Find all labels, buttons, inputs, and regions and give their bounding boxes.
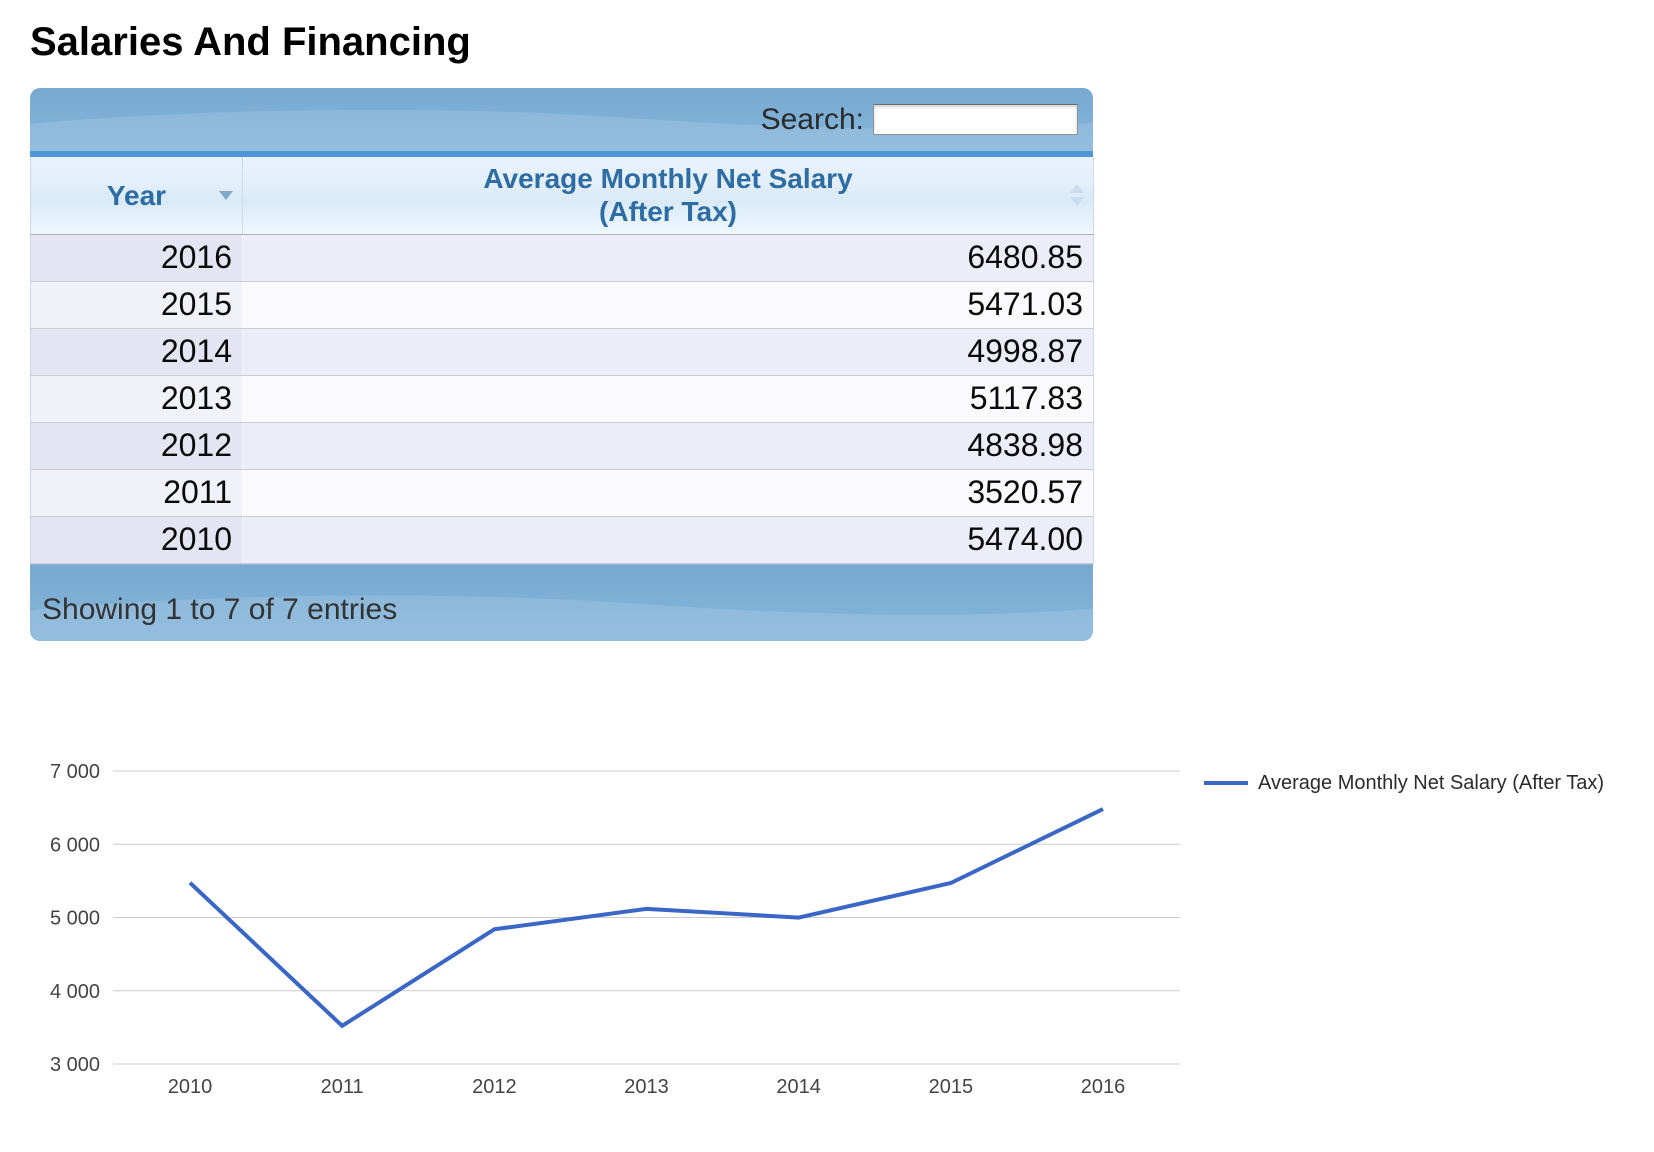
- column-header-salary[interactable]: Average Monthly Net Salary (After Tax): [242, 157, 1094, 235]
- x-axis-label: 2013: [624, 1076, 669, 1098]
- column-header-year-label: Year: [106, 179, 167, 211]
- table-row: 2011 3520.57: [30, 469, 1094, 517]
- sort-descending-icon: [219, 191, 233, 201]
- year-cell: 2014: [30, 328, 243, 376]
- x-axis-label: 2016: [1081, 1076, 1126, 1098]
- x-axis-label: 2012: [472, 1076, 517, 1098]
- toolbar-accent-strip: [30, 151, 1093, 157]
- salary-table-widget: Search: Year Average Monthly Net Salary …: [30, 88, 1094, 641]
- search-label: Search:: [760, 102, 864, 136]
- x-axis-label: 2011: [321, 1076, 364, 1098]
- sort-unsorted-icon: [1070, 184, 1084, 207]
- column-header-salary-line2: (After Tax): [599, 196, 737, 228]
- y-axis-label: 7 000: [50, 761, 100, 783]
- salary-cell: 5471.03: [242, 281, 1094, 329]
- y-axis-label: 6 000: [50, 834, 100, 856]
- search-input[interactable]: [873, 104, 1078, 135]
- column-header-salary-line1: Average Monthly Net Salary: [483, 163, 853, 195]
- salary-cell: 6480.85: [242, 234, 1094, 282]
- salary-cell: 5474.00: [242, 516, 1094, 564]
- table-info-text: Showing 1 to 7 of 7 entries: [42, 592, 398, 626]
- year-cell: 2011: [30, 469, 243, 517]
- table-row: 2015 5471.03: [30, 281, 1094, 329]
- year-cell: 2010: [30, 516, 243, 564]
- table-row: 2014 4998.87: [30, 328, 1094, 376]
- salary-cell: 3520.57: [242, 469, 1094, 517]
- y-axis-label: 5 000: [50, 907, 100, 929]
- salary-cell: 4838.98: [242, 422, 1094, 470]
- salary-table: Year Average Monthly Net Salary (After T…: [30, 157, 1094, 564]
- table-row: 2013 5117.83: [30, 375, 1094, 423]
- table-row: 2016 6480.85: [30, 234, 1094, 282]
- table-footer: Showing 1 to 7 of 7 entries: [30, 563, 1093, 641]
- chart-legend: Average Monthly Net Salary (After Tax): [1204, 706, 1604, 795]
- year-cell: 2015: [30, 281, 243, 329]
- salary-chart: 3 000 4 000 5 000 6 000 7 000 2010 2011 2012 201…: [30, 706, 1654, 1111]
- column-header-year[interactable]: Year: [30, 157, 243, 235]
- y-axis-label: 4 000: [50, 980, 100, 1002]
- table-toolbar: Search:: [30, 88, 1093, 151]
- legend-line-swatch: [1204, 781, 1248, 785]
- table-body: 2016 6480.85 2015 5471.03 2014 4998.87 2013 511…: [30, 234, 1094, 564]
- year-cell: 2016: [30, 234, 243, 282]
- table-row: 2010 5474.00: [30, 516, 1094, 564]
- salary-cell: 5117.83: [242, 375, 1094, 423]
- x-axis-label: 2015: [929, 1076, 974, 1098]
- year-cell: 2013: [30, 375, 243, 423]
- x-axis-label: 2010: [168, 1076, 213, 1098]
- y-axis-label: 3 000: [50, 1054, 100, 1076]
- salary-line-series: [188, 806, 1104, 1028]
- salary-cell: 4998.87: [242, 328, 1094, 376]
- table-row: 2012 4838.98: [30, 422, 1094, 470]
- line-chart-canvas: 3 000 4 000 5 000 6 000 7 000 2010 2011 2012 201…: [50, 761, 1180, 1098]
- page-title: Salaries And Financing: [30, 20, 471, 64]
- x-axis-label: 2014: [776, 1076, 821, 1098]
- legend-label: Average Monthly Net Salary (After Tax): [1258, 771, 1605, 794]
- year-cell: 2012: [30, 422, 243, 470]
- table-header-row: Year Average Monthly Net Salary (After T…: [30, 157, 1094, 235]
